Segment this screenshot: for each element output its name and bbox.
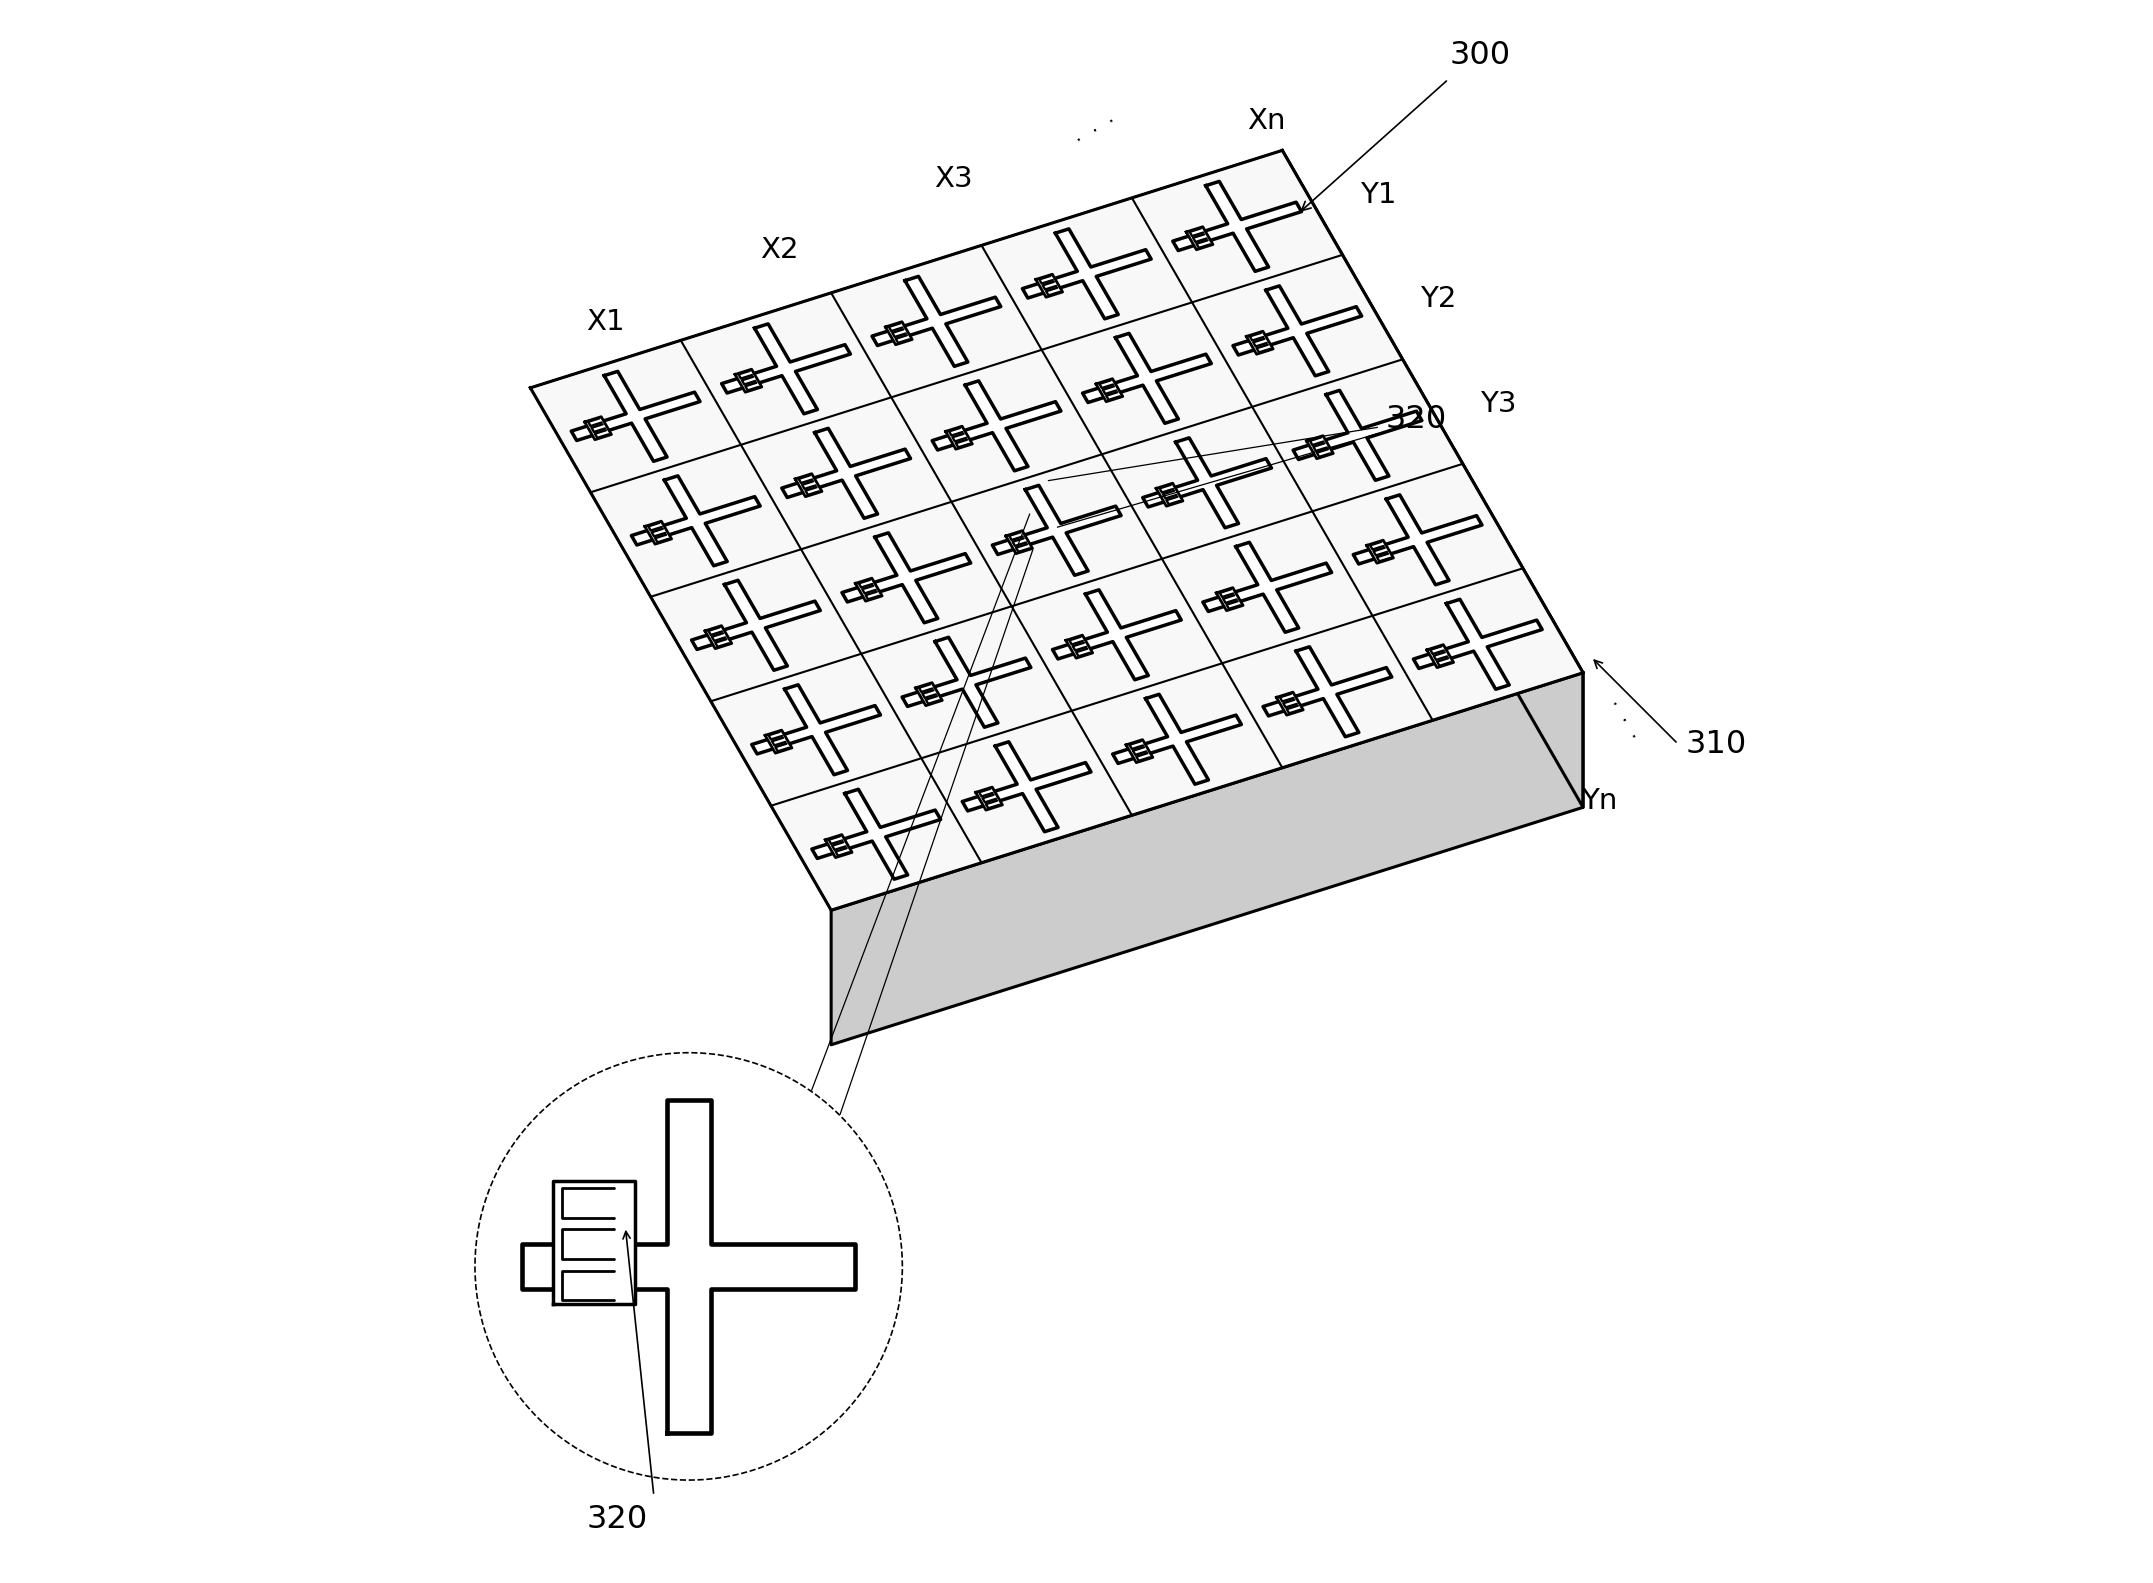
Polygon shape	[530, 150, 1582, 910]
Text: 320: 320	[588, 1504, 648, 1536]
Polygon shape	[782, 429, 911, 518]
Polygon shape	[751, 685, 881, 774]
Polygon shape	[523, 1100, 855, 1433]
Polygon shape	[794, 473, 822, 497]
Text: 320: 320	[1384, 404, 1447, 435]
Polygon shape	[586, 416, 611, 440]
Text: Y3: Y3	[1479, 389, 1516, 418]
Polygon shape	[1113, 695, 1242, 784]
Polygon shape	[825, 834, 853, 858]
Text: ⋅  ⋅  ⋅: ⋅ ⋅ ⋅	[1072, 112, 1120, 150]
Polygon shape	[1216, 587, 1242, 611]
Polygon shape	[915, 682, 943, 706]
Polygon shape	[553, 1181, 635, 1304]
Polygon shape	[1005, 530, 1033, 554]
Polygon shape	[721, 325, 850, 413]
Polygon shape	[1023, 230, 1152, 318]
Polygon shape	[1143, 438, 1272, 527]
Polygon shape	[1096, 378, 1122, 402]
Circle shape	[476, 1053, 902, 1480]
Polygon shape	[1156, 483, 1182, 507]
Polygon shape	[1264, 647, 1391, 736]
Text: Xn: Xn	[1247, 106, 1285, 135]
Text: Yn: Yn	[1580, 787, 1617, 815]
Polygon shape	[691, 581, 820, 670]
Text: 300: 300	[1449, 40, 1511, 71]
Polygon shape	[993, 486, 1122, 575]
Polygon shape	[975, 787, 1003, 810]
Polygon shape	[842, 533, 971, 622]
Polygon shape	[734, 369, 762, 393]
Polygon shape	[1247, 331, 1272, 355]
Polygon shape	[1283, 150, 1582, 807]
Polygon shape	[1367, 540, 1393, 564]
Polygon shape	[962, 742, 1092, 831]
Text: Y2: Y2	[1421, 285, 1455, 313]
Polygon shape	[1277, 692, 1303, 716]
Polygon shape	[885, 321, 913, 345]
Polygon shape	[812, 790, 941, 879]
Polygon shape	[932, 382, 1061, 470]
Text: ⋅  ⋅  ⋅: ⋅ ⋅ ⋅	[1604, 697, 1643, 744]
Text: X2: X2	[760, 236, 799, 264]
Polygon shape	[1234, 287, 1361, 375]
Polygon shape	[1126, 739, 1152, 763]
Polygon shape	[1204, 543, 1331, 632]
Polygon shape	[1427, 644, 1453, 668]
Polygon shape	[831, 673, 1582, 1045]
Polygon shape	[1036, 274, 1064, 298]
Polygon shape	[1186, 226, 1212, 250]
Polygon shape	[1083, 334, 1212, 423]
Polygon shape	[644, 521, 672, 545]
Polygon shape	[1294, 391, 1421, 480]
Polygon shape	[1066, 635, 1094, 659]
Text: X1: X1	[586, 307, 624, 336]
Polygon shape	[1354, 495, 1481, 584]
Polygon shape	[571, 372, 700, 461]
Polygon shape	[945, 426, 973, 450]
Polygon shape	[872, 277, 1001, 366]
Polygon shape	[1412, 600, 1542, 689]
Polygon shape	[1173, 182, 1303, 271]
Text: 310: 310	[1686, 728, 1748, 760]
Polygon shape	[1053, 590, 1182, 679]
Polygon shape	[855, 578, 883, 602]
Text: X3: X3	[934, 165, 973, 193]
Polygon shape	[902, 638, 1031, 727]
Polygon shape	[704, 625, 732, 649]
Polygon shape	[631, 476, 760, 565]
Polygon shape	[764, 730, 792, 754]
Text: Y1: Y1	[1361, 180, 1397, 209]
Polygon shape	[1307, 435, 1333, 459]
